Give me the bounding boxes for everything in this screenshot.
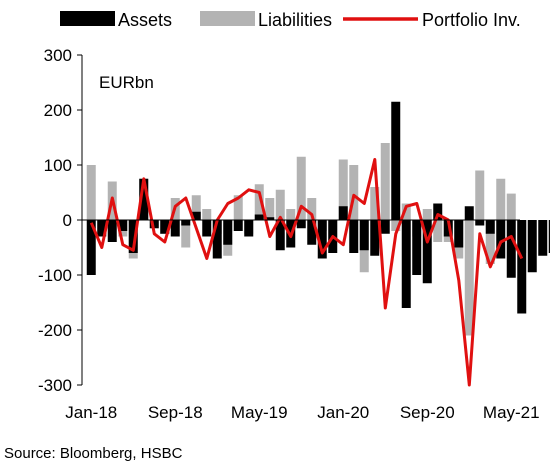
line-layer bbox=[89, 158, 524, 387]
liabilities-bar bbox=[380, 143, 390, 220]
assets-bar bbox=[548, 220, 550, 253]
assets-bar bbox=[538, 220, 548, 256]
assets-bar bbox=[233, 220, 243, 231]
liabilities-bar bbox=[181, 220, 191, 248]
assets-bar bbox=[265, 217, 275, 220]
assets-bar bbox=[244, 220, 254, 237]
unit-label: EURbn bbox=[99, 73, 154, 92]
liabilities-bar bbox=[433, 220, 443, 242]
x-tick-label: Jan-20 bbox=[317, 403, 369, 422]
assets-bar bbox=[506, 220, 516, 278]
axes: 300 200 100 0 -100 -200 -300 Jan-18 Sep-18 May-19… bbox=[38, 46, 540, 422]
liabilities-bar bbox=[191, 195, 201, 220]
y-tick-label: 200 bbox=[44, 101, 72, 120]
liabilities-bar bbox=[422, 209, 432, 220]
legend-swatch bbox=[60, 11, 115, 26]
legend-label: Liabilities bbox=[258, 10, 332, 30]
y-tick-label: 100 bbox=[44, 156, 72, 175]
assets-bar bbox=[191, 211, 201, 220]
y-tick-label: -200 bbox=[38, 321, 72, 340]
x-tick-label: Jan-18 bbox=[65, 403, 117, 422]
assets-bar bbox=[517, 220, 527, 314]
assets-bar bbox=[202, 220, 212, 237]
assets-bar bbox=[475, 220, 485, 226]
liabilities-bar bbox=[464, 220, 474, 336]
assets-bar bbox=[181, 220, 191, 226]
assets-bar bbox=[223, 220, 233, 245]
y-tick-label: -100 bbox=[38, 266, 72, 285]
legend-swatch bbox=[200, 11, 255, 26]
liabilities-bar bbox=[86, 165, 96, 220]
liabilities-bar bbox=[349, 165, 359, 220]
assets-bar bbox=[254, 214, 264, 220]
assets-bar bbox=[464, 206, 474, 220]
assets-bar bbox=[275, 220, 285, 251]
liabilities-bar bbox=[485, 220, 495, 264]
source-text: Source: Bloomberg, HSBC bbox=[4, 445, 183, 462]
liabilities-bar bbox=[233, 195, 243, 220]
assets-bar bbox=[380, 220, 390, 234]
assets-bar bbox=[391, 101, 401, 220]
assets-bar bbox=[139, 178, 149, 220]
liabilities-bar bbox=[296, 156, 306, 220]
assets-bar bbox=[160, 220, 170, 234]
assets-bar bbox=[212, 220, 222, 259]
liabilities-bar bbox=[338, 159, 348, 220]
legend-label: Portfolio Inv. bbox=[422, 10, 521, 30]
portfolio-inv-line bbox=[89, 158, 524, 387]
x-tick-label: May-19 bbox=[231, 403, 288, 422]
assets-bar bbox=[296, 220, 306, 229]
liabilities-bar bbox=[401, 203, 411, 220]
liabilities-bar bbox=[370, 187, 380, 220]
liabilities-bar bbox=[286, 209, 296, 220]
assets-bar bbox=[359, 220, 369, 251]
assets-bar bbox=[454, 220, 464, 248]
assets-bar bbox=[433, 203, 443, 220]
y-tick-label: 0 bbox=[63, 211, 72, 230]
y-tick-label: 300 bbox=[44, 46, 72, 65]
bars bbox=[86, 101, 550, 336]
assets-bar bbox=[422, 220, 432, 284]
assets-bar bbox=[349, 220, 359, 253]
liabilities-bar bbox=[307, 198, 317, 220]
assets-bar bbox=[496, 220, 506, 259]
assets-bar bbox=[527, 220, 537, 273]
liabilities-bar bbox=[496, 178, 506, 220]
liabilities-bar bbox=[506, 193, 516, 220]
assets-bar bbox=[338, 206, 348, 220]
liabilities-bar bbox=[391, 220, 401, 231]
liabilities-bar bbox=[202, 209, 212, 220]
legend-label: Assets bbox=[118, 10, 172, 30]
assets-bar bbox=[307, 220, 317, 245]
assets-bar bbox=[370, 220, 380, 256]
liabilities-bar bbox=[475, 170, 485, 220]
assets-bar bbox=[317, 220, 327, 259]
liabilities-bar bbox=[275, 189, 285, 220]
x-tick-label: May-21 bbox=[483, 403, 540, 422]
assets-bar bbox=[412, 220, 422, 275]
assets-bar bbox=[128, 220, 138, 253]
assets-bar bbox=[86, 220, 96, 275]
legend: Assets Liabilities Portfolio Inv. bbox=[60, 10, 521, 30]
x-tick-label: Sep-18 bbox=[148, 403, 203, 422]
x-tick-label: Sep-20 bbox=[400, 403, 455, 422]
assets-bar bbox=[149, 220, 159, 229]
y-tick-label: -300 bbox=[38, 376, 72, 395]
assets-bar bbox=[485, 220, 495, 234]
assets-bar bbox=[118, 220, 128, 231]
assets-bar bbox=[107, 220, 117, 242]
assets-bar bbox=[170, 220, 180, 237]
assets-bar bbox=[97, 220, 107, 237]
liabilities-bar bbox=[265, 198, 275, 220]
assets-bar bbox=[401, 220, 411, 308]
liabilities-bar bbox=[254, 184, 264, 220]
